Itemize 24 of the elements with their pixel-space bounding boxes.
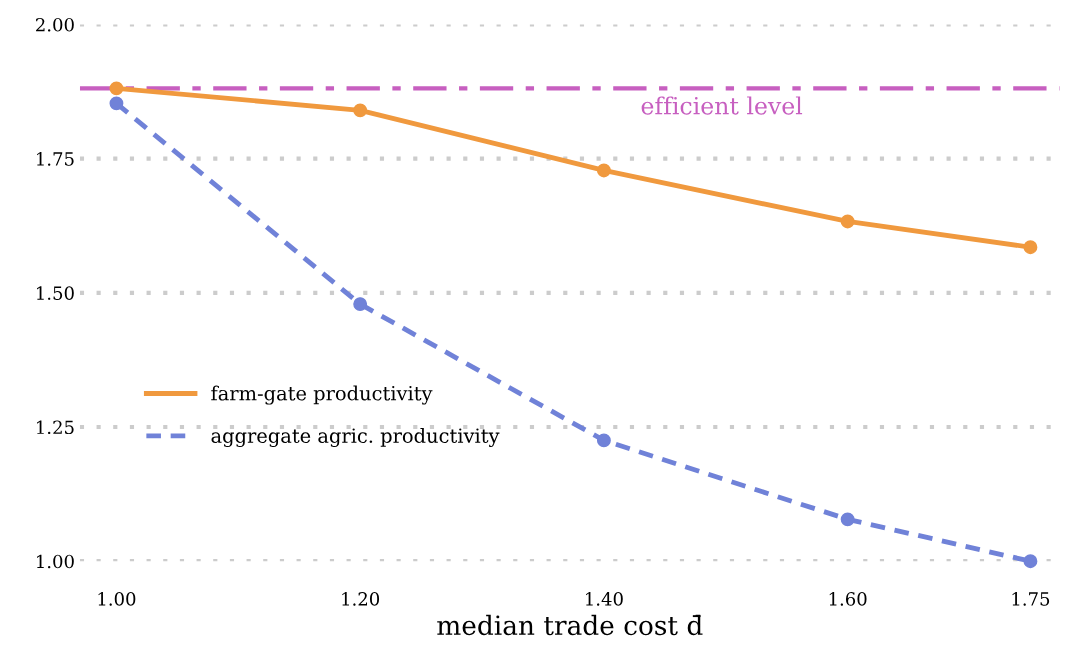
y-tick-label: 2.00: [36, 17, 74, 32]
point: [109, 81, 124, 96]
x-tick-label: 1.60: [829, 592, 867, 606]
x-tick-label: 1.00: [98, 592, 136, 606]
point: [353, 297, 368, 312]
legend-label: aggregate agric. productivity: [211, 427, 500, 448]
point: [1023, 240, 1038, 255]
point: [840, 512, 855, 527]
y-tick-label: 1.50: [37, 286, 74, 300]
ref-line-label: efficient level: [641, 96, 803, 115]
point: [840, 214, 855, 229]
point: [353, 103, 368, 118]
point: [109, 96, 124, 111]
y-tick-label: 1.00: [37, 554, 74, 569]
x-tick-label: 1.40: [586, 592, 623, 606]
legend-label: farm-gate productivity: [211, 385, 433, 405]
point: [596, 433, 611, 448]
point: [596, 163, 611, 178]
x-tick-label: 1.75: [1012, 592, 1050, 606]
y-tick-label: 1.75: [37, 152, 74, 166]
x-axis-title: median trade cost d̄: [437, 614, 703, 636]
x-tick-label: 1.20: [342, 592, 380, 606]
point: [1023, 554, 1038, 569]
y-tick-label: 1.25: [37, 420, 74, 435]
